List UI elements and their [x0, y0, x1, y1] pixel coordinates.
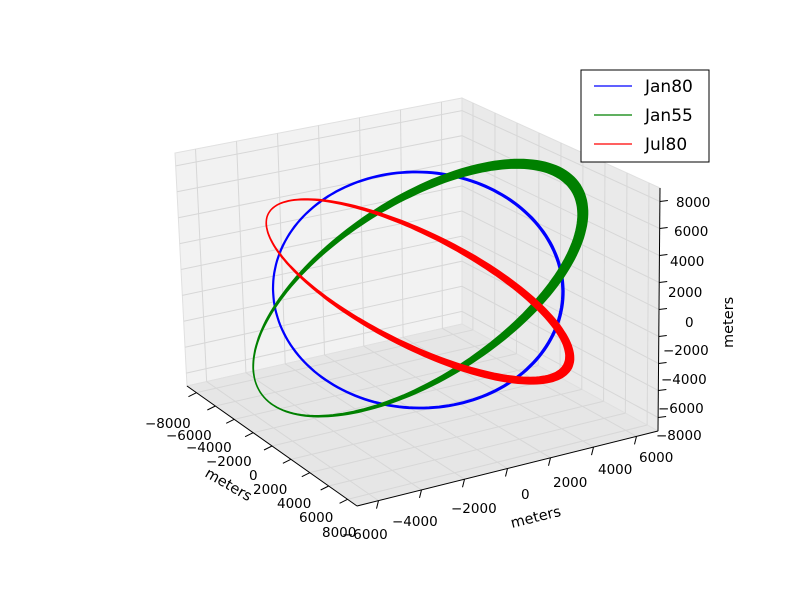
x-axis-label: meters [202, 466, 254, 505]
legend: Jan80 Jan55 Jul80 [580, 69, 710, 163]
series-line-jan80 [271, 170, 565, 410]
grid-line [206, 381, 379, 502]
x-tick-mark [263, 445, 273, 451]
axis-panes [174, 97, 661, 507]
y-tick-label: 0 [521, 487, 530, 503]
grid-line [182, 235, 660, 337]
grid-line [324, 354, 508, 469]
y-tick-mark [634, 436, 637, 445]
y-tick-label: −2000 [451, 501, 497, 517]
legend-label-jul80: Jul80 [644, 135, 687, 155]
y-tick-label: 2000 [553, 475, 587, 491]
x-tick-label: 4000 [277, 496, 311, 512]
grid-line [184, 285, 659, 391]
grid-line [180, 210, 660, 310]
series-lines [252, 158, 589, 418]
z-tick-mark [659, 254, 668, 256]
y-tick-labels: −6000 −4000 −2000 0 2000 4000 6000 [342, 450, 673, 543]
y-tick-label: 6000 [639, 450, 673, 466]
x-tick-labels: −8000 −6000 −4000 −2000 0 2000 4000 6000… [145, 416, 356, 541]
z-tick-label: 6000 [674, 224, 708, 240]
grid-line [183, 260, 659, 364]
x-tick-mark [301, 472, 311, 478]
x-tick-label: 8000 [322, 525, 356, 541]
x-tick-label: −8000 [145, 416, 191, 432]
x-tick-mark [225, 418, 235, 424]
z-tick-mark [658, 362, 667, 364]
z-tick-mark [659, 227, 668, 229]
z-tick-label: 2000 [668, 285, 702, 301]
z-tick-label: −2000 [663, 343, 709, 359]
y-tick-mark [591, 446, 594, 456]
legend-frame [580, 69, 710, 163]
grid-line [186, 310, 659, 418]
x-tick-label: 2000 [253, 482, 287, 498]
series-line-jan55 [252, 158, 589, 418]
x-tick-label: −2000 [206, 454, 252, 470]
z-tick-label: 0 [685, 315, 694, 331]
y-tick-label: −4000 [392, 514, 438, 530]
grid-line [178, 160, 660, 256]
x-tick-mark [244, 432, 254, 438]
legend-label-jan80: Jan80 [644, 77, 693, 97]
y-axis-label: meters [509, 504, 563, 532]
grid-line [175, 110, 661, 202]
y-tick-label: −6000 [342, 527, 388, 543]
x-tick-mark [282, 458, 292, 464]
z-tick-label: −6000 [658, 401, 704, 417]
y-tick-label: 4000 [598, 462, 632, 478]
z-tick-label: −8000 [656, 428, 702, 444]
x-tick-mark [188, 392, 197, 398]
x-tick-label: −4000 [186, 440, 232, 456]
z-tick-label: 8000 [676, 195, 710, 211]
z-tick-mark [659, 281, 668, 283]
z-tick-mark [658, 308, 668, 310]
tick-marks [188, 200, 668, 509]
z-tick-mark [658, 335, 667, 337]
z-tick-label: −4000 [661, 372, 707, 388]
series-line-jul80 [265, 198, 575, 385]
grid-line [179, 185, 660, 283]
x-tick-mark [339, 498, 348, 504]
z-tick-labels: 8000 6000 4000 2000 0 −2000 −4000 −6000 … [656, 195, 710, 444]
grid-line [176, 135, 660, 229]
x-tick-label: 6000 [299, 510, 333, 526]
x-tick-mark [207, 405, 216, 411]
z-tick-mark [658, 389, 667, 391]
grid-line [363, 345, 551, 459]
grid-line [284, 363, 465, 480]
x-tick-label: 0 [249, 468, 258, 484]
grid-line [245, 372, 422, 491]
y-tick-mark [505, 468, 508, 477]
z-tick-mark [659, 200, 668, 202]
y-tick-mark [548, 457, 551, 466]
z-tick-label: 4000 [670, 254, 704, 270]
y-tick-mark [376, 500, 379, 509]
z-tick-mark [658, 416, 667, 418]
y-tick-mark [462, 479, 465, 488]
legend-label-jan55: Jan55 [644, 106, 693, 126]
x-tick-mark [320, 485, 329, 491]
y-tick-mark [419, 489, 422, 499]
x-tick-label: −6000 [166, 428, 212, 444]
z-axis-label: meters [721, 297, 737, 348]
